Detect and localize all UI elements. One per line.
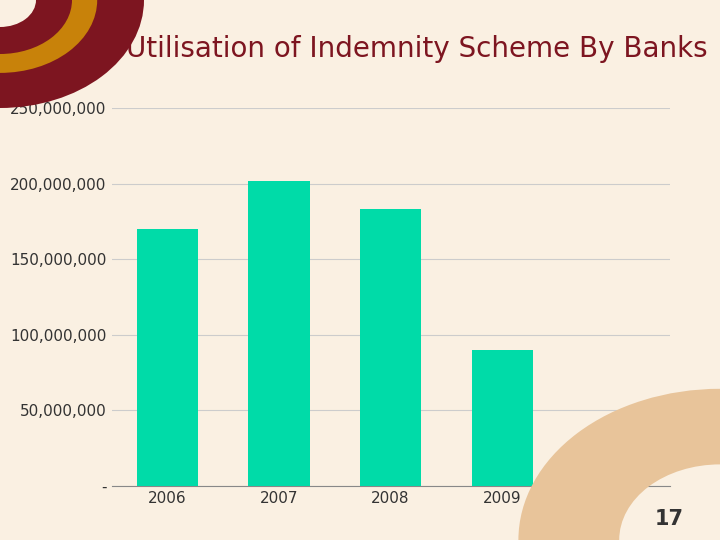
Bar	[137, 229, 198, 486]
Text: Utilisation of Indemnity Scheme By Banks: Utilisation of Indemnity Scheme By Banks	[126, 35, 708, 63]
Bar	[360, 210, 421, 486]
Bar	[248, 180, 310, 486]
Bar	[583, 448, 644, 486]
Text: 17: 17	[655, 509, 684, 529]
Bar	[472, 350, 533, 486]
